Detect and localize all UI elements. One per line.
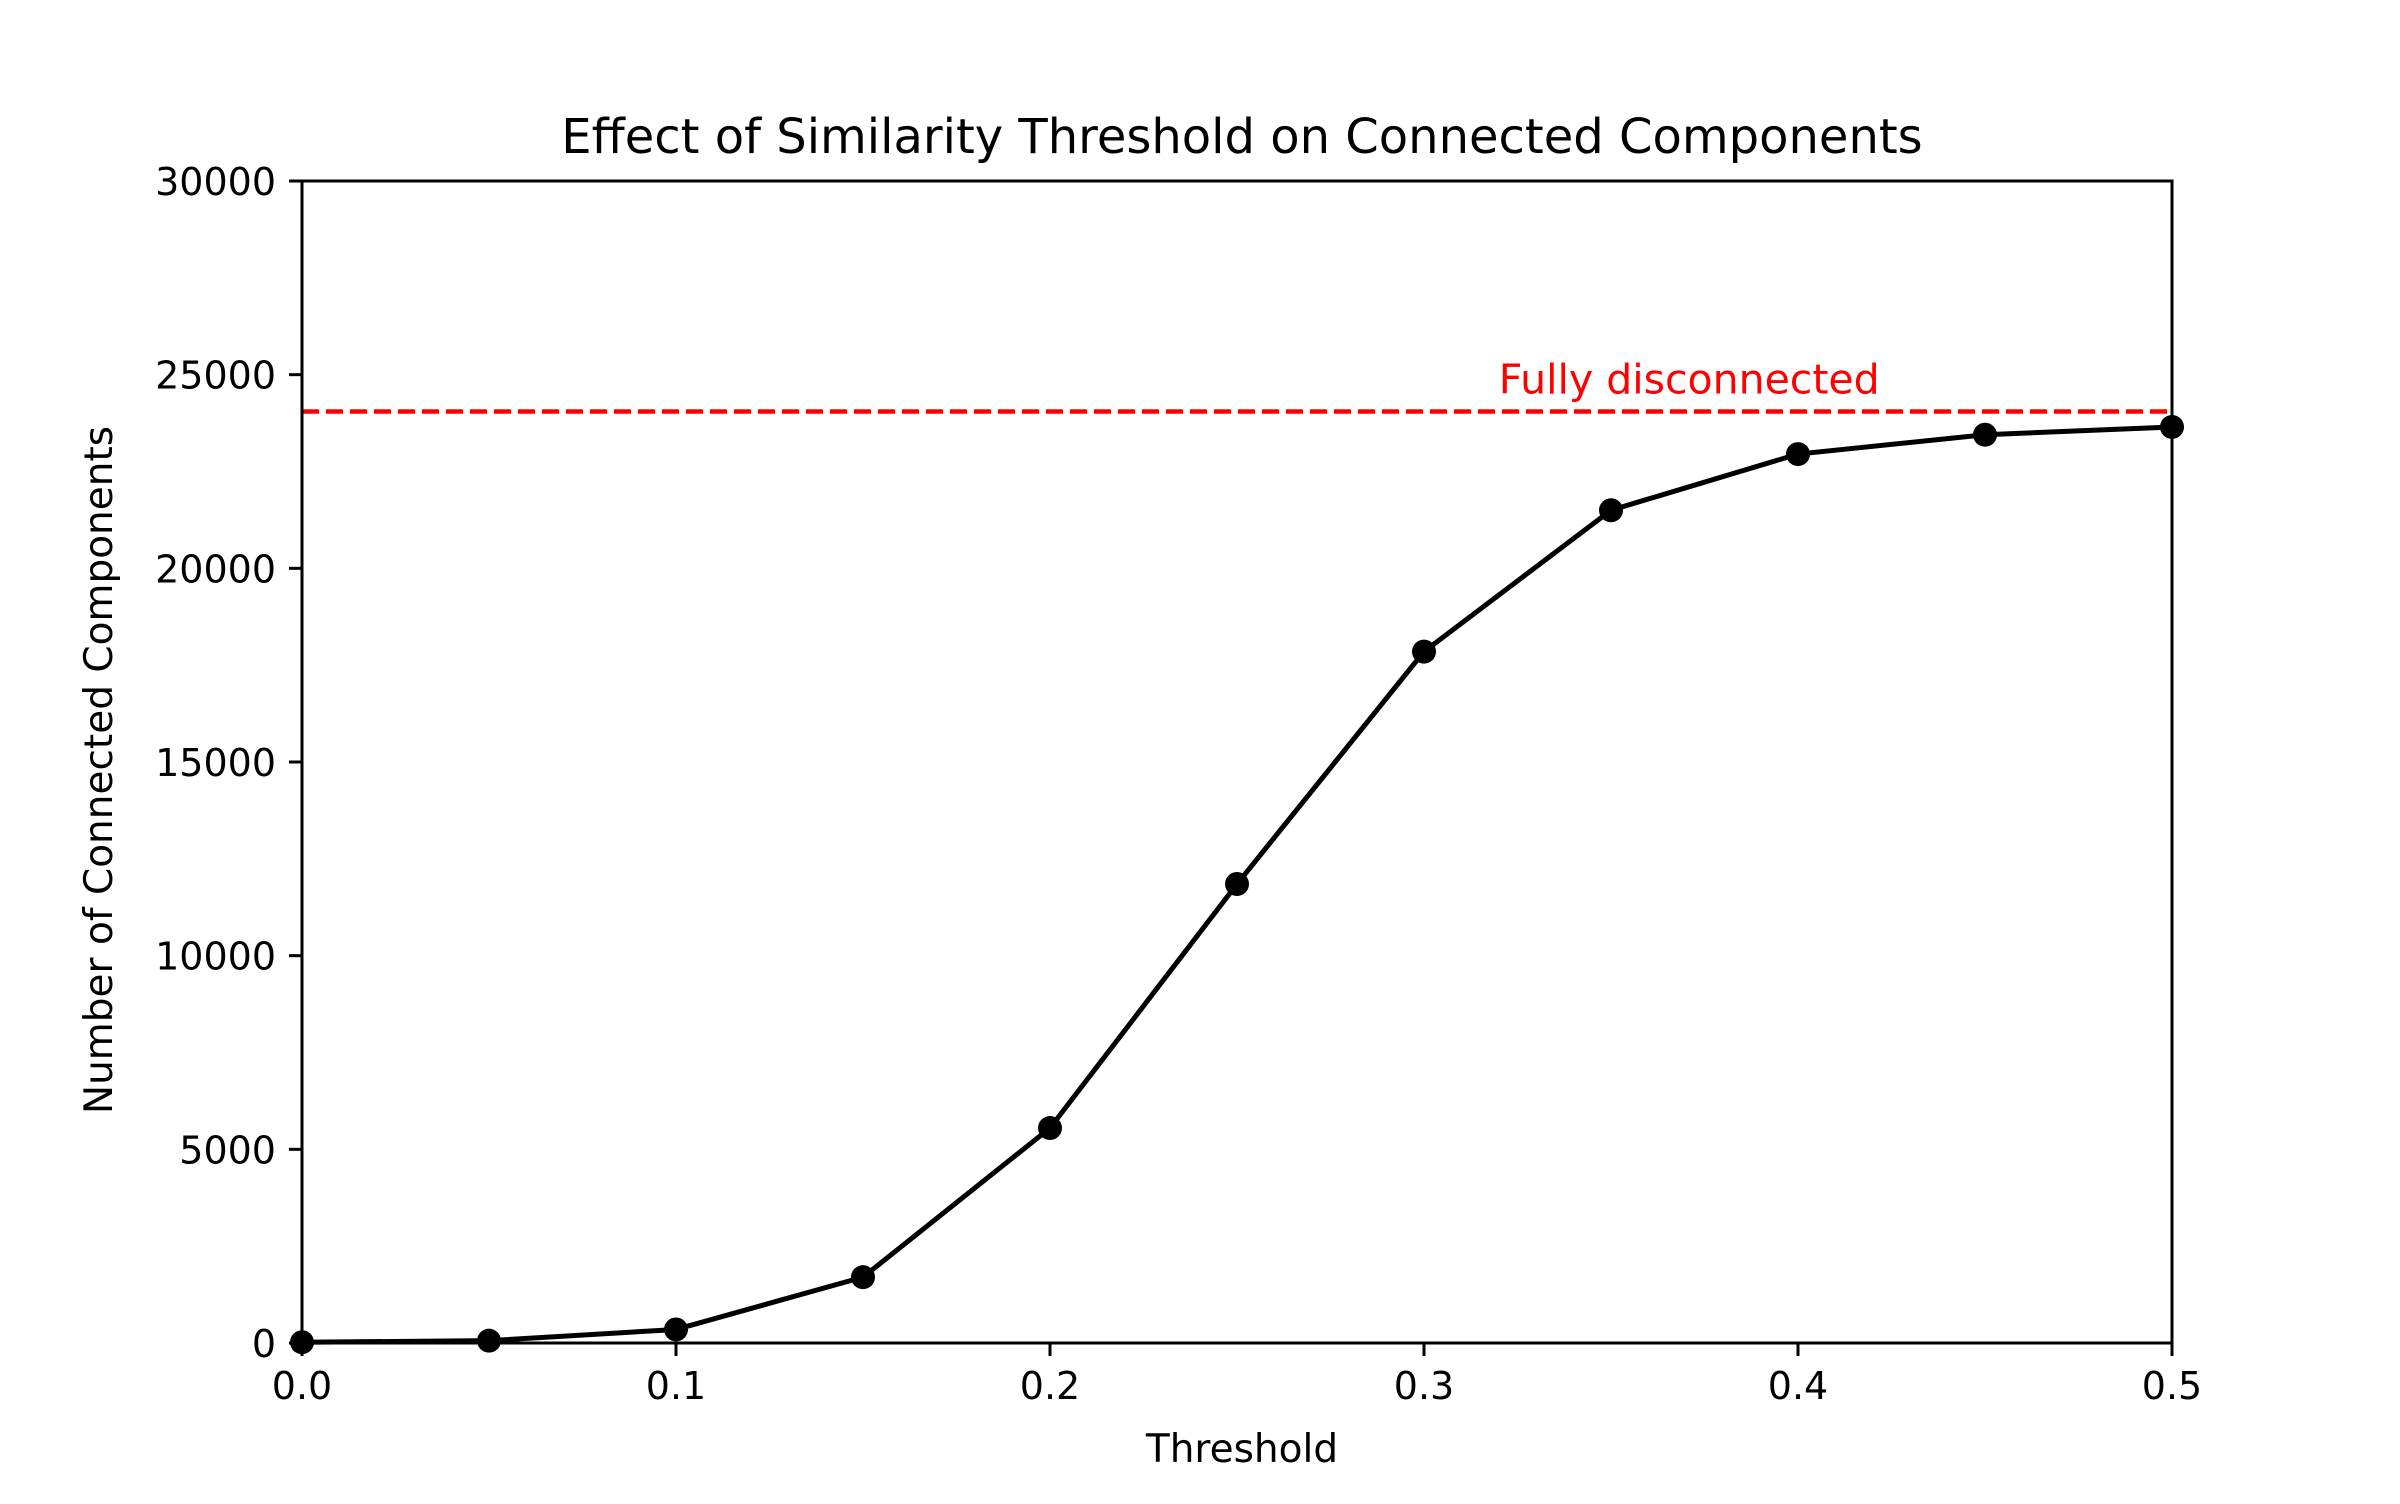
- data-point: [664, 1317, 688, 1342]
- data-point: [1225, 872, 1249, 897]
- data-point: [1973, 422, 1997, 447]
- x-tick-label: 0.2: [1020, 1364, 1080, 1408]
- x-tick-label: 0.0: [272, 1364, 332, 1408]
- reference-line-label: Fully disconnected: [1499, 355, 1880, 403]
- plot-area: Fully disconnected 0.0 0.1 0.2 0.3 0.4 0.5 0 500…: [155, 160, 2202, 1408]
- y-tick-label: 10000: [155, 935, 276, 979]
- data-point: [1599, 498, 1623, 523]
- x-tick-label: 0.1: [646, 1364, 706, 1408]
- data-point: [1786, 442, 1810, 467]
- y-tick-label: 0: [252, 1322, 276, 1366]
- y-axis-label: Number of Connected Components: [77, 426, 122, 1114]
- data-point: [851, 1265, 875, 1290]
- chart-title: Effect of Similarity Threshold on Connec…: [561, 109, 1922, 165]
- x-tick-label: 0.5: [2142, 1364, 2202, 1408]
- x-tick-label: 0.4: [1768, 1364, 1828, 1408]
- y-tick-label: 15000: [155, 741, 276, 785]
- data-point: [1038, 1116, 1062, 1141]
- y-tick-label: 30000: [155, 160, 276, 204]
- data-point: [477, 1328, 501, 1353]
- x-axis-label: Threshold: [1145, 1427, 1338, 1472]
- x-tick-label: 0.3: [1394, 1364, 1454, 1408]
- y-tick-label: 5000: [179, 1128, 276, 1172]
- plot-frame: [300, 179, 2174, 1345]
- y-tick-label: 20000: [155, 547, 276, 591]
- y-tick-label: 25000: [155, 354, 276, 398]
- data-point: [1412, 639, 1436, 664]
